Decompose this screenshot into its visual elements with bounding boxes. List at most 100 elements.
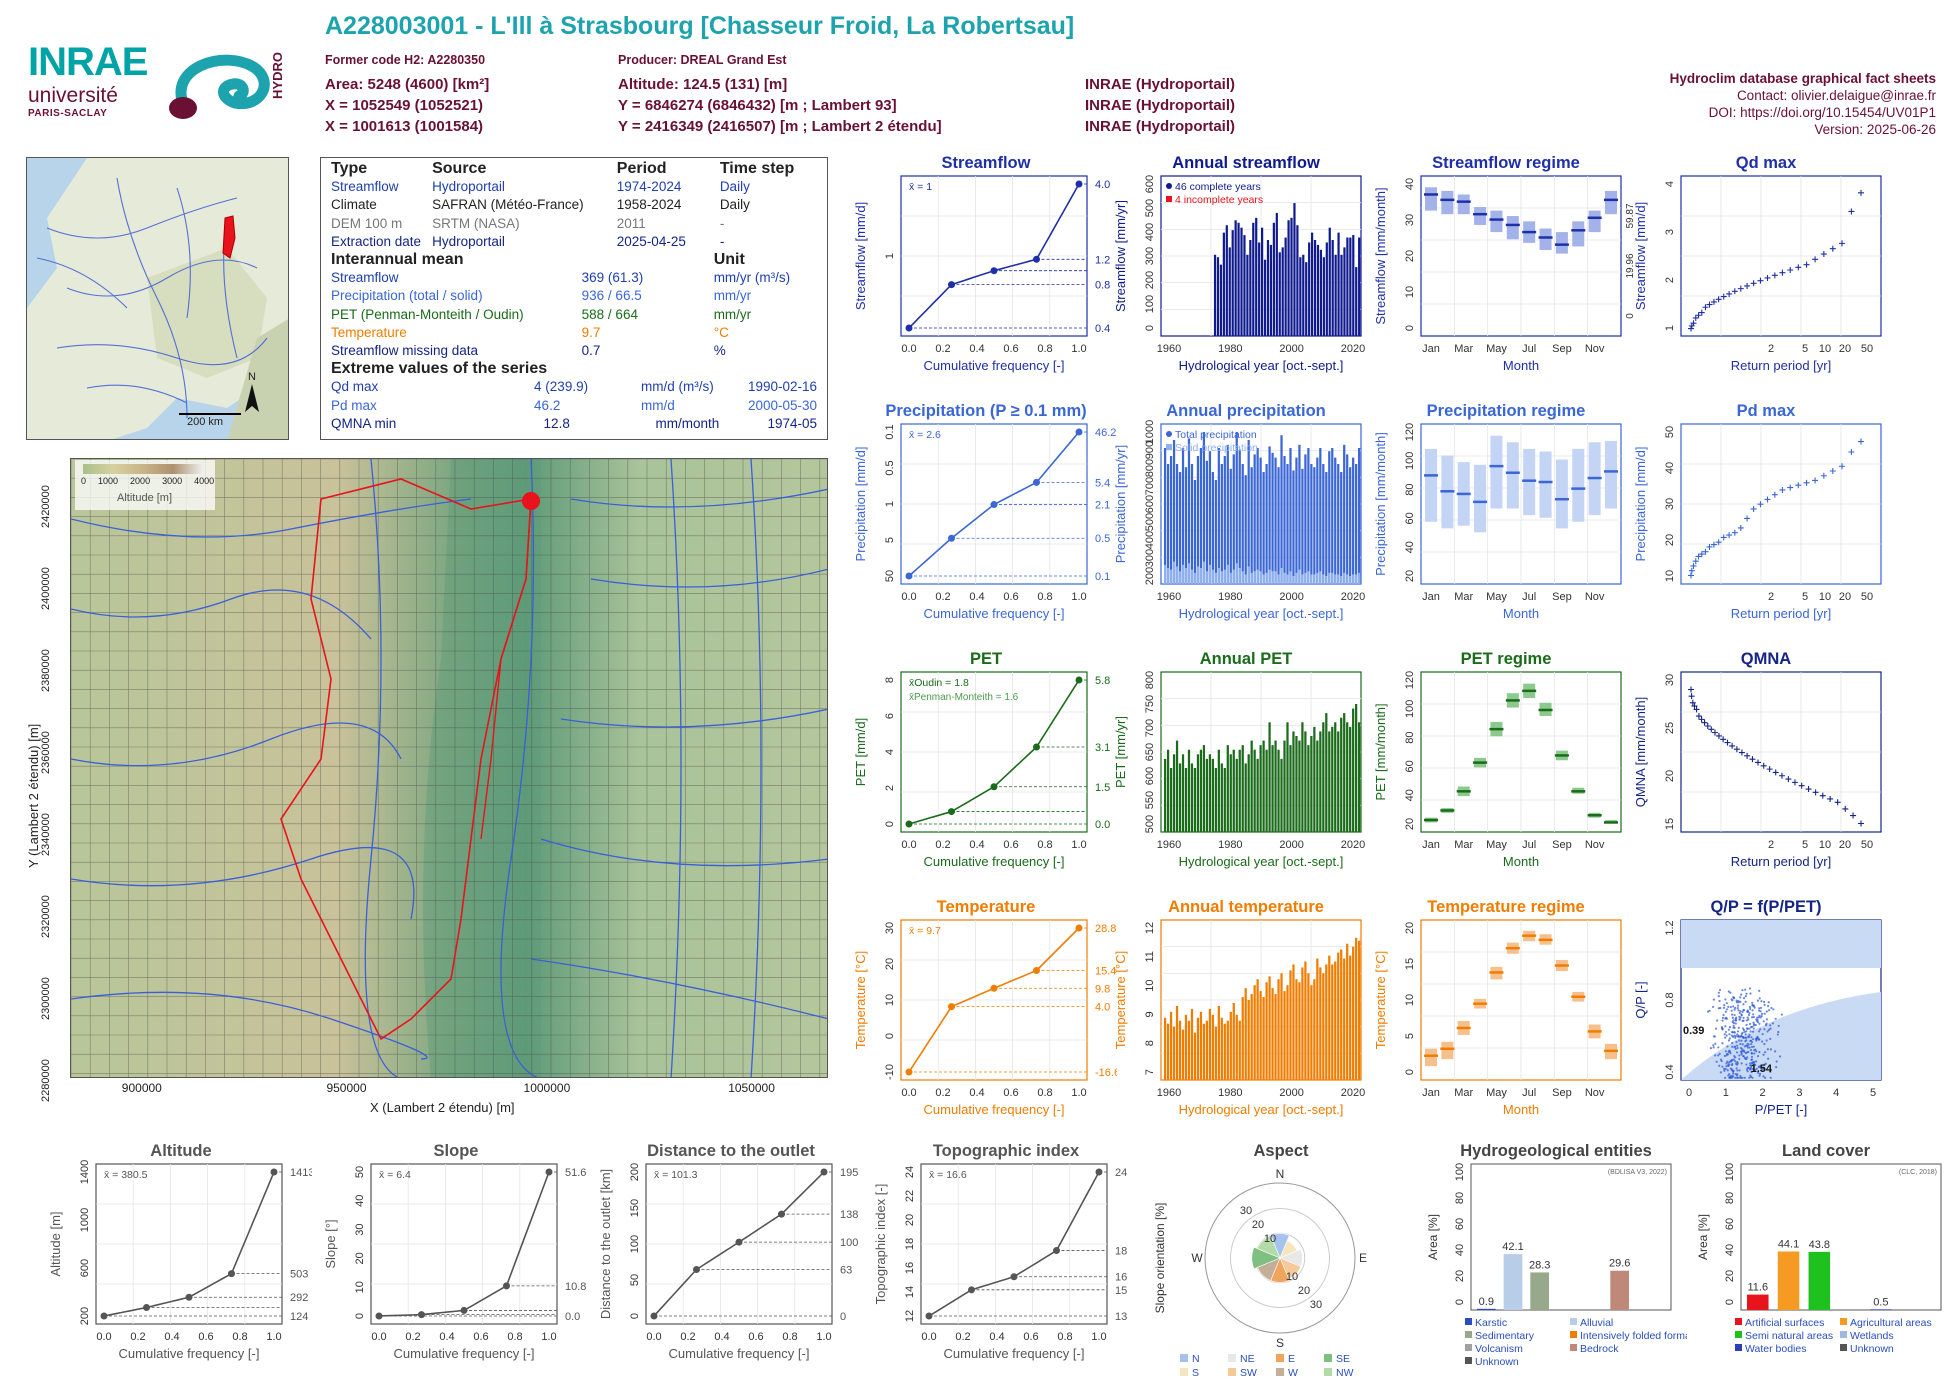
regime-box: [1605, 190, 1617, 215]
qp-point: [1736, 1033, 1739, 1036]
chart-qmna: QMNA 2 5 10 20 50 15 20 25 30 Return period [yr] QM…: [1633, 646, 1897, 891]
x-tick-label: May: [1486, 839, 1507, 851]
x-axis-label: Cumulative frequency [-]: [119, 1346, 260, 1361]
y-tick-label: 5: [884, 537, 896, 543]
x-tick-label: 0.6: [1003, 591, 1018, 603]
bar: [1277, 467, 1280, 584]
qp-point: [1727, 1005, 1730, 1008]
x-tick-label: 1980: [1218, 591, 1242, 603]
y-tick-label: 15: [1404, 958, 1416, 970]
bar-solid: [1355, 574, 1358, 584]
quantile-point: [375, 1312, 383, 1320]
qp-point: [1725, 1065, 1728, 1068]
legend-label: 46 complete years: [1175, 181, 1261, 193]
return-point: [1688, 572, 1694, 579]
bar-solid: [1286, 574, 1289, 584]
bar: [1286, 722, 1289, 832]
category-bar: [1747, 1294, 1769, 1310]
quantile-point: [1033, 743, 1040, 751]
plot-grid: [371, 1164, 557, 1324]
y-tick-label: 1000: [1144, 420, 1156, 444]
return-point: [1771, 491, 1778, 498]
right-tick-label: 15: [1115, 1285, 1127, 1297]
catchment-map[interactable]: [70, 458, 828, 1078]
bar: [1346, 722, 1349, 832]
bar: [1253, 454, 1256, 584]
right-tick-label: 0.5: [1095, 533, 1110, 545]
bar: [1328, 227, 1331, 336]
qp-point: [1740, 1053, 1743, 1056]
return-point: [1690, 562, 1697, 569]
chart-title: Annual precipitation: [1166, 402, 1326, 420]
map-ytick: 2380000: [40, 649, 52, 692]
bar: [1310, 464, 1313, 584]
plot-grid: [901, 672, 1087, 832]
return-point: [1729, 742, 1736, 749]
y-tick-label: 40: [1404, 178, 1416, 190]
bar-solid: [1172, 561, 1176, 584]
qp-point: [1711, 1005, 1715, 1009]
y-tick-label: 10: [1404, 286, 1416, 298]
bar-solid: [1166, 568, 1170, 584]
bar-solid: [1349, 576, 1352, 584]
bar: [1166, 749, 1170, 832]
bar: [1244, 988, 1247, 1080]
y-tick-label: 500: [1144, 815, 1156, 833]
qp-point: [1758, 1007, 1761, 1010]
qp-point: [1724, 1010, 1727, 1013]
bar: [1202, 745, 1206, 832]
bar: [1290, 217, 1293, 336]
former-code: Former code H2: A2280350: [325, 53, 486, 67]
qp-point: [1760, 1012, 1764, 1016]
return-point: [1688, 693, 1695, 700]
bar: [1269, 244, 1273, 336]
compass-s: S: [1276, 1336, 1284, 1350]
x-tick-label: Nov: [1585, 839, 1605, 851]
chart-pet_regime: PET regime Jan Mar May Jul Sep Nov 20 40 60 80 100 1…: [1373, 646, 1637, 891]
chart-svg-qp_ppet: Q/P = f(P/PET) 0.39 1.54 0 1 2 3 4 5 0.4 0.8 1.2 P/P…: [1633, 898, 1882, 1117]
bar: [1172, 754, 1176, 832]
qp-point: [1741, 989, 1744, 992]
bar: [1199, 1011, 1203, 1080]
y-tick-label: 20: [1664, 534, 1676, 546]
legend-swatch: [1276, 1368, 1284, 1376]
map-ytick: 2420000: [40, 485, 52, 528]
return-point: [1779, 486, 1786, 493]
legend-label: Volcanism: [1475, 1343, 1523, 1355]
qp-point: [1733, 1054, 1736, 1058]
bar: [1319, 249, 1323, 336]
bar-solid: [1307, 571, 1310, 584]
bar: [1223, 768, 1226, 832]
bar: [1178, 1020, 1182, 1080]
bar: [1241, 464, 1244, 584]
bar: [1349, 467, 1352, 584]
bar-solid: [1265, 572, 1268, 584]
qp-point: [1752, 1023, 1756, 1026]
right-tick-label: 51.6: [565, 1167, 586, 1179]
right-tick-label: 18: [1115, 1246, 1127, 1258]
x-tick-label: May: [1486, 1087, 1507, 1099]
y-tick-label: 150: [629, 1199, 641, 1217]
bar: [1310, 736, 1313, 832]
qp-point: [1708, 1009, 1711, 1012]
legend-marker: [1166, 183, 1172, 189]
bar: [1258, 242, 1261, 336]
catchment-map-svg: [71, 459, 827, 1077]
legend-label: Sedimentary: [1475, 1330, 1535, 1342]
bar: [1283, 456, 1286, 584]
qp-point: [1740, 1039, 1743, 1042]
qp-point: [1766, 1004, 1770, 1008]
bar: [1355, 267, 1358, 336]
bar: [1349, 237, 1352, 336]
qp-point: [1778, 1055, 1782, 1058]
qp-point: [1747, 1013, 1751, 1017]
map-ytick: 2320000: [40, 895, 52, 938]
x-axis-label: Month: [1503, 606, 1539, 621]
qp-point: [1730, 998, 1733, 1001]
map-ytick: 2280000: [40, 1059, 52, 1102]
qp-point: [1729, 991, 1732, 994]
qp-point: [1732, 1024, 1735, 1027]
qp-point: [1714, 1054, 1717, 1057]
legend-label: SW: [1240, 1367, 1257, 1379]
bar: [1293, 203, 1296, 336]
